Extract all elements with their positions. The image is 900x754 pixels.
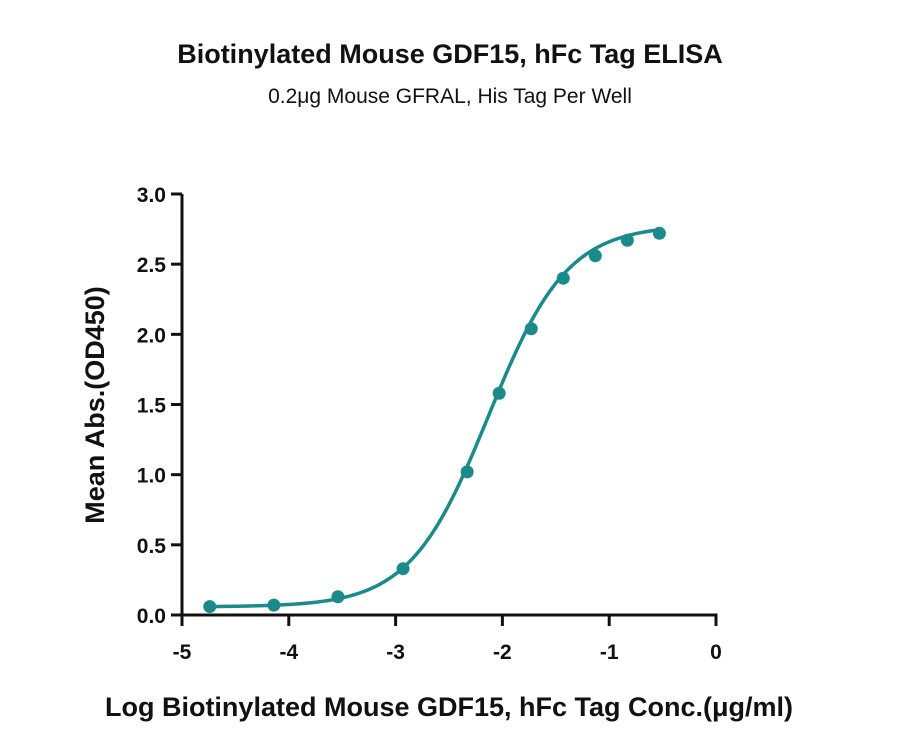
y-tick-label: 1.0 <box>137 465 166 488</box>
data-points <box>203 226 666 614</box>
chart-title: Biotinylated Mouse GDF15, hFc Tag ELISA <box>177 39 723 69</box>
data-point <box>620 233 634 247</box>
fit-curve <box>208 228 662 609</box>
y-tick-label: 0.0 <box>137 605 166 628</box>
x-tick-label: 0 <box>710 641 722 664</box>
data-point <box>492 386 506 400</box>
data-point <box>652 226 666 240</box>
y-tick-label: 1.5 <box>137 395 167 418</box>
data-point <box>396 562 410 576</box>
y-tick-label: 2.5 <box>137 254 167 277</box>
data-point <box>331 590 345 604</box>
y-tick-label: 0.5 <box>137 535 167 558</box>
data-point <box>588 249 602 263</box>
x-axis-title: Log Biotinylated Mouse GDF15, hFc Tag Co… <box>105 692 793 722</box>
data-point <box>460 465 474 479</box>
y-tick-label: 3.0 <box>137 184 166 207</box>
data-point <box>267 598 281 612</box>
y-ticks: 0.0 0.5 1.0 1.5 2.0 2.5 3.0 <box>137 184 182 628</box>
data-point <box>556 271 570 285</box>
x-ticks: -5 -4 -3 -2 -1 0 <box>173 615 722 664</box>
data-point <box>524 322 538 336</box>
x-tick-label: -3 <box>386 641 405 664</box>
x-tick-label: -4 <box>279 641 298 664</box>
data-point <box>203 600 217 614</box>
x-tick-label: -5 <box>173 641 192 664</box>
x-tick-label: -1 <box>600 641 619 664</box>
axes <box>180 194 718 617</box>
chart-subtitle: 0.2μg Mouse GFRAL, His Tag Per Well <box>268 85 632 108</box>
y-tick-label: 2.0 <box>137 324 166 347</box>
y-axis-title: Mean Abs.(OD450) <box>80 286 110 524</box>
x-tick-label: -2 <box>493 641 512 664</box>
